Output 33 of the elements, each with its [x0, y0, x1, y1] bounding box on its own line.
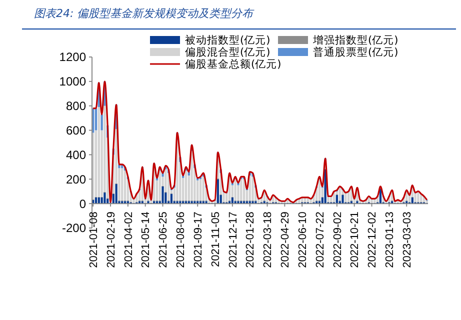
legend-label: 偏股基金总额(亿元) — [185, 58, 282, 71]
legend-label: 被动指数型(亿元) — [185, 34, 270, 47]
x-tick-label: 2021-08-06 — [175, 212, 188, 268]
y-tick-label: 400 — [66, 148, 86, 162]
chart-title: 图表24: 偏股型基金新发规模变动及类型分布 — [34, 7, 256, 20]
x-tick-label: 2022-07-22 — [314, 212, 326, 268]
x-tick-label: 2021-02-19 — [105, 212, 118, 268]
x-tick-label: 2022-03-18 — [262, 212, 274, 268]
x-tick-label: 2022-12-02 — [366, 212, 379, 268]
y-tick-label: 0 — [79, 196, 86, 211]
x-tick-label: 2021-04-02 — [122, 212, 135, 268]
legend-label: 增强指数型(亿元) — [312, 34, 398, 47]
y-tick-label: 800 — [66, 99, 86, 114]
x-tick-label: 2021-05-14 — [140, 212, 152, 268]
y-tick-label: 1200 — [59, 50, 86, 64]
x-tick-label: 2021-11-05 — [210, 212, 222, 268]
x-tick-label: 2022-04-29 — [280, 212, 292, 268]
x-tick-label: 2022-06-10 — [296, 212, 309, 268]
y-tick-label: 200 — [66, 172, 86, 186]
x-tick-label: 2021-06-25 — [158, 212, 170, 268]
x-tick-label: 2023-03-03 — [401, 212, 414, 268]
x-tick-label: 2021-01-08 — [88, 212, 100, 268]
y-tick-label: 600 — [66, 123, 86, 138]
y-tick-label: -200 — [62, 221, 86, 236]
x-tick-label: 2022-09-02 — [332, 212, 344, 268]
legend-label: 普通股票型(亿元) — [313, 46, 398, 59]
x-tick-label: 2022-01-28 — [244, 212, 257, 268]
x-tick-label: 2023-01-13 — [384, 212, 396, 268]
x-tick-label: 2021-09-17 — [192, 212, 204, 268]
legend-label: 偏股混合型(亿元) — [185, 46, 270, 59]
x-tick-label: 2021-12-17 — [227, 212, 240, 268]
x-tick-label: 2022-10-21 — [349, 212, 362, 268]
y-tick-label: 1000 — [59, 74, 86, 89]
